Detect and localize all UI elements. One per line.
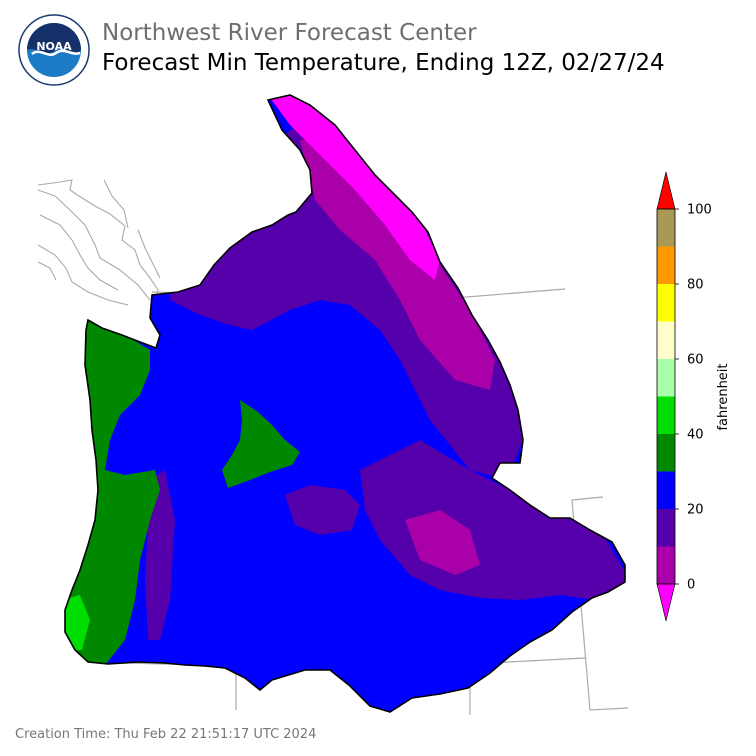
organization-name: Northwest River Forecast Center xyxy=(102,20,477,46)
noaa-logo: NOAA xyxy=(18,14,90,86)
legend-tick-label: 60 xyxy=(687,353,704,368)
legend-bin xyxy=(657,434,675,472)
legend-under-triangle xyxy=(656,583,676,622)
legend-bin xyxy=(657,509,675,547)
legend-tick-label: 20 xyxy=(687,503,704,518)
legend-label: fahrenheit xyxy=(716,363,731,430)
map-title: Forecast Min Temperature, Ending 12Z, 02… xyxy=(102,50,665,76)
legend-tick-label: 100 xyxy=(687,203,712,218)
legend-tick-label: 80 xyxy=(687,278,704,293)
legend-over-triangle xyxy=(656,171,676,210)
legend-bin xyxy=(657,209,675,247)
creation-time-value: Thu Feb 22 21:51:17 UTC 2024 xyxy=(114,727,317,742)
field-0-10-idaho xyxy=(405,510,480,575)
legend-tick-label: 0 xyxy=(687,578,695,593)
legend-bin xyxy=(657,396,675,434)
field-below-0 xyxy=(268,95,440,280)
field-0-10-north xyxy=(300,140,495,390)
legend-tick-label: 40 xyxy=(687,428,704,443)
field-10-20-blue-mtns xyxy=(285,485,360,535)
legend-bin xyxy=(657,471,675,509)
field-40-50-coast xyxy=(65,595,90,650)
legend-bin xyxy=(657,546,675,584)
coastline-lines xyxy=(37,179,161,306)
field-30-40-columbia xyxy=(222,400,300,488)
legend-bin xyxy=(657,359,675,397)
legend-bin xyxy=(657,246,675,284)
creation-time-label: Creation Time: xyxy=(15,727,111,742)
legend-bin xyxy=(657,284,675,322)
creation-time: Creation Time: Thu Feb 22 21:51:17 UTC 2… xyxy=(15,727,316,742)
legend-frame xyxy=(656,208,676,585)
noaa-logo-wordmark: NOAA xyxy=(36,40,72,53)
legend-bin xyxy=(657,321,675,359)
